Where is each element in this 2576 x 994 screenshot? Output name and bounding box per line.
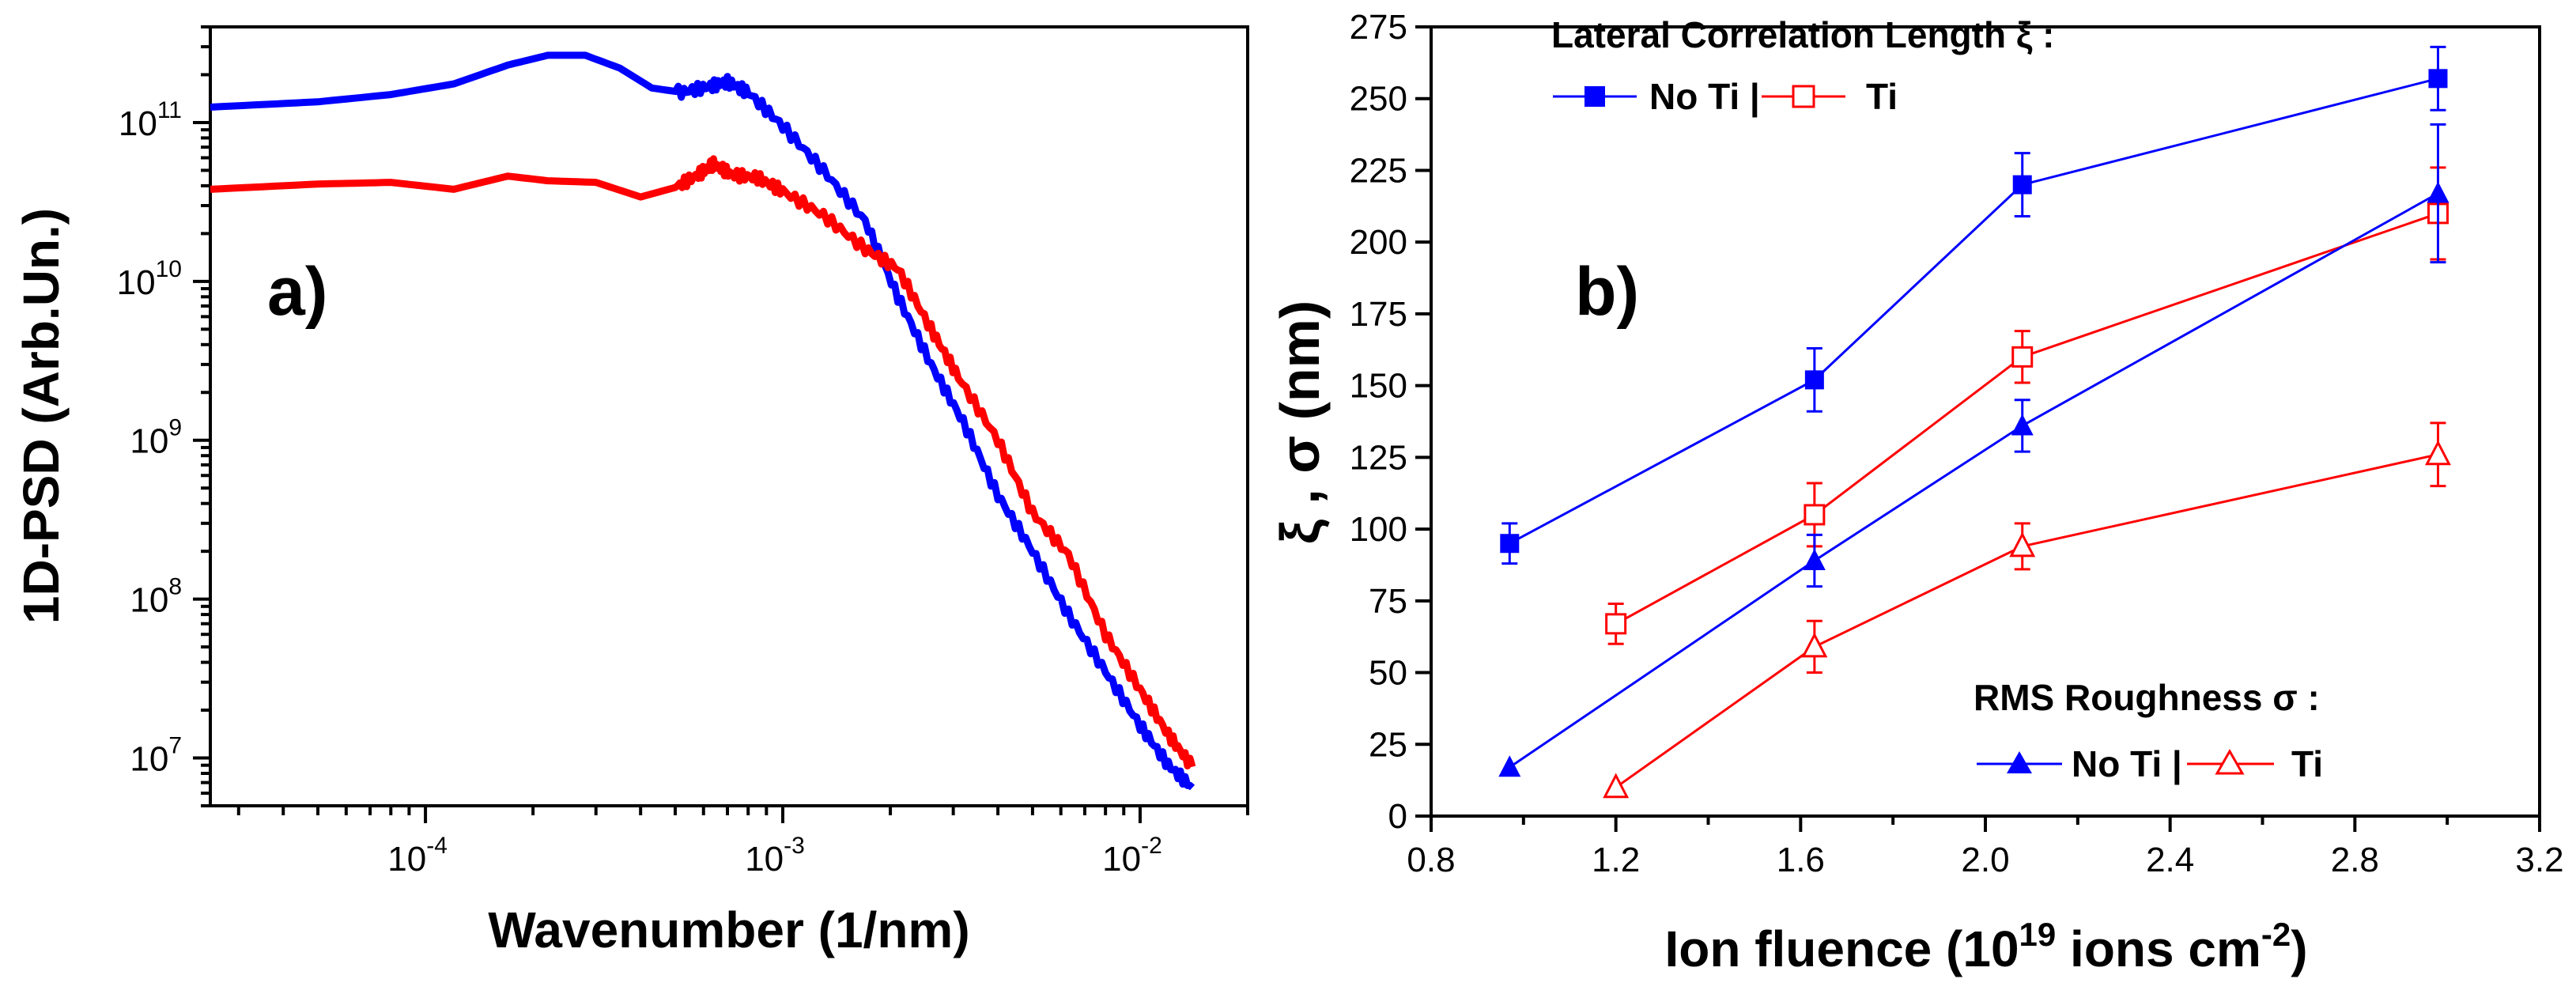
panel-b-x-tick-label: 2.8 [2331,841,2379,879]
tick-base: 10 [119,104,157,143]
panel-b-series-line [1509,192,2439,769]
panel-b-y-tick-label: 75 [1369,582,1407,621]
x-label-sup2: -2 [2261,916,2291,953]
panel-b-ticks: 0.8 1.2 1.6 2.0 2.4 2.8 3.2 0 25 50 75 100 125 150 175… [1350,8,2564,879]
data-point-filled-triangle [2427,181,2449,203]
panel-a-x-tick-label: 10-4 [387,833,448,879]
panel-b-series-group [1603,421,2451,799]
panel-a-plot-frame [209,25,1249,807]
panel-b-y-tick-label: 25 [1369,725,1407,764]
legend-top-open-square-icon [1792,85,1815,108]
data-point-open-square [2011,346,2034,368]
data-point-filled-square [1500,534,1520,554]
panel-b-series-group [1498,123,2449,777]
panel-b-series-line [1509,77,2438,545]
legend-top-entry1: No Ti | [1649,76,1760,117]
legend-correlation-length: Lateral Correlation Length ξ : No Ti | T… [1551,14,2054,117]
panel-b-x-tick-label: 1.2 [1592,841,1640,879]
data-point-filled-triangle [1498,755,1521,777]
panel-b-x-tick-label: 2.4 [2146,841,2194,879]
panel-b-x-tick-label: 0.8 [1407,841,1455,879]
data-point-filled-square [2428,69,2448,89]
data-point-open-triangle [1801,632,1828,658]
tick-exponent: -3 [784,833,805,859]
panel-b-x-tick-label: 2.0 [1961,841,2009,879]
legend-rms-roughness: RMS Roughness σ : No Ti | Ti [1974,677,2323,784]
panel-b-y-axis-label: ξ , σ (nm) [1269,300,1331,544]
panel-b-y-tick-label: 200 [1350,223,1407,262]
data-point-filled-square [2012,175,2032,195]
tick-exponent: -4 [426,833,448,859]
panel-b-x-tick-label: 3.2 [2515,841,2563,879]
legend-bottom-title: RMS Roughness σ : [1974,677,2320,718]
panel-b-y-tick-label: 225 [1350,151,1407,190]
x-label-suffix: ) [2291,920,2307,977]
panel-a-y-tick-label: 107 [130,733,182,779]
panel-b-label: b) [1575,254,1639,330]
tick-exponent: 7 [168,733,182,759]
data-point-open-triangle [2009,531,2036,557]
tick-base: 10 [130,422,168,461]
panel-b-y-tick-label: 125 [1350,438,1407,477]
panel-a-y-tick-label: 108 [130,574,182,620]
tick-exponent: 11 [157,97,182,123]
panel-b-series-group [1605,166,2449,645]
tick-exponent: 8 [168,574,182,600]
tick-exponent: 10 [156,256,182,282]
data-point-open-square [1605,613,1627,635]
x-label-mid: ions cm [2056,920,2261,977]
panel-b-x-tick-label: 1.6 [1777,841,1825,879]
panel-b-y-tick-label: 0 [1388,797,1407,836]
panel-b-series-line [1615,212,2438,626]
panel-b-series-line [1615,453,2438,788]
data-point-open-square [1804,504,1826,526]
data-point-open-triangle [1603,773,1630,799]
panel-a-y-tick-label: 1010 [117,256,182,302]
panel-b-y-tick-label: 250 [1350,80,1407,119]
tick-base: 10 [387,840,426,879]
panel-a-x-tick-label: 10-3 [745,833,805,879]
tick-base: 10 [745,840,784,879]
panel-b-y-tick-label: 100 [1350,510,1407,549]
panel-b-y-tick-label: 150 [1350,367,1407,406]
legend-top-filled-square-icon [1585,86,1605,107]
tick-base: 10 [1102,840,1141,879]
tick-exponent: -2 [1141,833,1162,859]
data-point-filled-triangle [2011,414,2034,436]
panel-b: 0.8 1.2 1.6 2.0 2.4 2.8 3.2 0 25 50 75 100 125 150 175… [1269,8,2564,977]
legend-bottom-entry1: No Ti | [2072,743,2182,784]
panel-a-y-tick-label: 109 [130,415,182,461]
x-label-sup1: 19 [2019,916,2057,953]
x-label-prefix: Ion fluence (10 [1664,920,2019,977]
panel-a-x-axis-label: Wavenumber (1/nm) [488,901,969,958]
panel-a-series-red-line [210,155,1196,769]
tick-base: 10 [130,740,168,779]
panel-b-x-axis-label: Ion fluence (1019 ions cm-2) [1664,916,2307,977]
legend-top-title: Lateral Correlation Length ξ : [1551,14,2054,55]
panel-b-series-group [1500,45,2448,565]
data-point-filled-triangle [1803,549,1826,571]
tick-base: 10 [130,581,168,620]
panel-b-y-tick-label: 275 [1350,8,1407,47]
tick-exponent: 9 [168,415,182,441]
panel-b-y-tick-label: 175 [1350,295,1407,334]
legend-bottom-filled-triangle-icon [2007,751,2032,773]
panel-a-y-tick-label: 1011 [119,97,182,143]
panel-a-y-axis-label: 1D-PSD (Arb.Un.) [13,208,70,624]
legend-bottom-open-triangle-icon [2215,748,2245,775]
legend-top-entry2: Ti [1866,76,1898,117]
panel-b-series [1498,45,2451,799]
data-point-filled-square [1804,370,1824,390]
tick-base: 10 [117,263,156,302]
panel-a-label: a) [267,254,327,330]
panel-a-x-tick-label: 10-2 [1102,833,1162,879]
legend-bottom-entry2: Ti [2291,743,2323,784]
panel-a-series-blue-line [210,51,1195,791]
panel-a-series [210,51,1196,791]
data-point-open-triangle [2425,440,2451,466]
panel-b-y-tick-label: 50 [1369,654,1407,693]
